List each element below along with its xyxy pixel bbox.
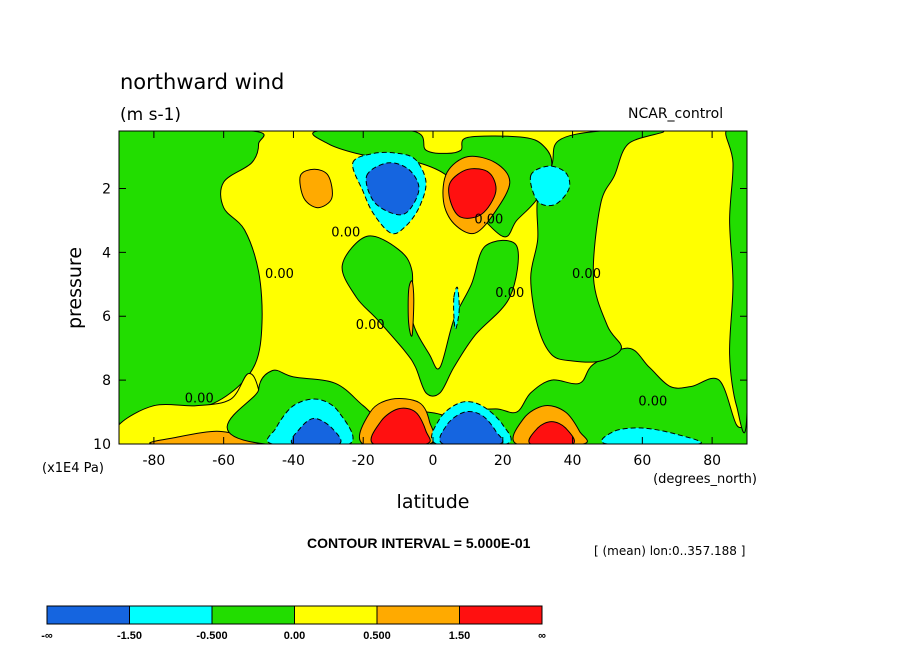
colorbar-label: -1.50 xyxy=(117,630,142,642)
colorbar-swatch xyxy=(459,605,543,625)
y-axis-ticks: 2 4 6 8 10 xyxy=(93,181,747,453)
x-tick-label: 80 xyxy=(703,453,721,469)
contour-region-red-bottom-east xyxy=(528,421,575,444)
y-tick-label: 2 xyxy=(102,181,111,197)
y-axis-units: (x1E4 Pa) xyxy=(42,461,104,476)
contour-region-blue-upper-west xyxy=(365,162,420,216)
contour-label: 0.00 xyxy=(331,225,360,240)
x-axis-ticks: -80 -60 -40 -20 0 20 40 60 80 xyxy=(142,131,721,469)
contour-label: 0.00 xyxy=(356,318,385,333)
y-axis-label: pressure xyxy=(64,247,86,329)
x-axis-units: (degrees_north) xyxy=(653,472,757,487)
contour-label: 0.00 xyxy=(495,286,524,301)
colorbar-label: -0.500 xyxy=(196,630,227,642)
x-tick-label: -40 xyxy=(282,453,305,469)
x-tick-label: 60 xyxy=(633,453,651,469)
x-tick-label: -80 xyxy=(142,453,165,469)
x-axis-label: latitude xyxy=(397,491,470,513)
y-tick-label: 4 xyxy=(102,245,111,261)
mean-label: [ (mean) lon:0..357.188 ] xyxy=(594,544,745,558)
colorbar-label: -∞ xyxy=(41,630,53,642)
contour-region-cyan-upper-east xyxy=(529,165,571,207)
y-tick-label: 8 xyxy=(102,373,111,389)
plot-area: 0.000.000.000.000.000.000.00 0.00 -80 -60-… xyxy=(93,130,748,469)
x-tick-label: 0 xyxy=(429,453,438,469)
contour-fills xyxy=(119,131,747,444)
contour-region-blue-bottom-center xyxy=(439,410,504,444)
x-tick-label: 40 xyxy=(564,453,582,469)
colorbar: -∞ -1.50 -0.500 0.00 0.500 1.50 ∞ xyxy=(41,605,546,642)
colorbar-label: ∞ xyxy=(538,630,546,642)
contour-label: 0.00 xyxy=(572,267,601,282)
colorbar-swatch xyxy=(211,605,295,625)
colorbar-label: 1.50 xyxy=(449,630,470,642)
contour-region-red-upper-east xyxy=(448,168,497,219)
contour-region-orange-upper-west xyxy=(299,168,333,209)
contour-region-blue-bottom-west xyxy=(290,417,342,444)
dataset-label: NCAR_control xyxy=(628,106,723,122)
colorbar-swatch xyxy=(376,605,460,625)
x-tick-label: -20 xyxy=(352,453,375,469)
contour-label: 0.00 xyxy=(185,391,214,406)
contour-region-red-bottom-west xyxy=(370,407,431,444)
contour-label: 0.00 xyxy=(474,213,503,228)
contour-region-green-east-edge xyxy=(725,131,747,434)
contour-label: 0.00 xyxy=(638,395,667,410)
colorbar-swatch xyxy=(129,605,213,625)
colorbar-label: 0.00 xyxy=(284,630,305,642)
contour-region-orange-sliver-center xyxy=(407,280,415,337)
contour-interval: CONTOUR INTERVAL = 5.000E-01 xyxy=(307,535,531,551)
chart-title: northward wind xyxy=(120,70,284,94)
y-tick-label: 10 xyxy=(93,437,111,453)
contour-label: 0.00 xyxy=(265,267,294,282)
contour-labels: 0.00 0.00 0.00 0.00 0.00 0.00 0.00 0.00 xyxy=(185,213,668,410)
x-tick-label: -60 xyxy=(212,453,235,469)
colorbar-label: 0.500 xyxy=(363,630,391,642)
x-tick-label: 20 xyxy=(494,453,512,469)
colorbar-swatch xyxy=(46,605,130,625)
y-tick-label: 6 xyxy=(102,309,111,325)
contour-region-cyan-sliver-center xyxy=(453,286,460,330)
chart-units: (m s-1) xyxy=(120,105,181,125)
colorbar-swatch xyxy=(294,605,378,625)
contour-region-cyan-bottom-east xyxy=(601,427,702,444)
